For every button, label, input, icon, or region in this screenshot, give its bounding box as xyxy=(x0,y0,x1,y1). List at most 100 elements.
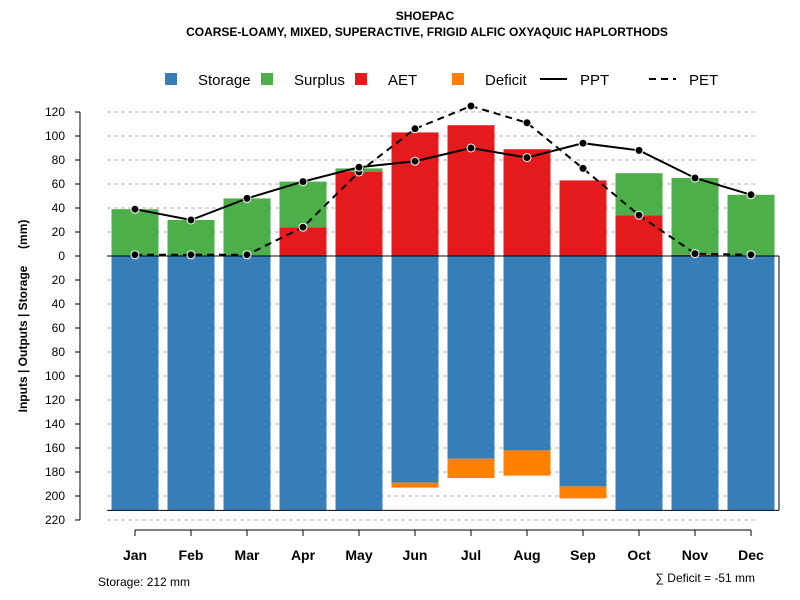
pet-point xyxy=(522,118,532,128)
chart-subtitle: COARSE-LOAMY, MIXED, SUPERACTIVE, FRIGID… xyxy=(186,25,668,39)
pet-point xyxy=(746,250,756,260)
y-tick-label: 60 xyxy=(52,177,66,191)
ppt-point xyxy=(634,145,644,155)
y-tick-label: 180 xyxy=(45,465,65,479)
pet-point xyxy=(130,250,140,260)
x-tick-label: Apr xyxy=(291,547,316,563)
legend-swatch-storage xyxy=(165,73,177,85)
storage-bar xyxy=(279,256,327,511)
y-tick-label: 20 xyxy=(52,273,66,287)
storage-note: Storage: 212 mm xyxy=(98,575,190,589)
storage-bar xyxy=(559,256,607,487)
axes: 1201008060402002040608010012014016018020… xyxy=(45,105,764,563)
ppt-point xyxy=(466,143,476,153)
y-tick-label: 100 xyxy=(45,129,65,143)
storage-bar xyxy=(503,256,551,451)
ppt-point xyxy=(522,153,532,163)
storage-bar xyxy=(335,256,383,511)
deficit-bar xyxy=(391,482,439,488)
legend-swatch-surplus xyxy=(261,73,273,85)
storage-bar xyxy=(111,256,159,511)
x-tick-label: Oct xyxy=(627,547,651,563)
y-tick-label: 100 xyxy=(45,369,65,383)
x-tick-label: Jun xyxy=(403,547,428,563)
x-tick-label: May xyxy=(345,547,372,563)
storage-bar xyxy=(391,256,439,483)
surplus-bar xyxy=(111,209,159,256)
aet-bar xyxy=(335,172,383,256)
x-tick-label: Feb xyxy=(179,547,204,563)
storage-bar xyxy=(615,256,663,511)
y-tick-label: 220 xyxy=(45,513,65,527)
ppt-point xyxy=(186,215,196,225)
y-tick-label: 20 xyxy=(52,225,66,239)
surplus-bar xyxy=(727,194,775,256)
x-tick-label: Sep xyxy=(570,547,596,563)
y-tick-label: 160 xyxy=(45,441,65,455)
storage-bar xyxy=(727,256,775,511)
pet-point xyxy=(634,210,644,220)
pet-line xyxy=(135,104,752,256)
pet-point xyxy=(298,222,308,232)
y-tick-label: 80 xyxy=(52,345,66,359)
legend-label-surplus: Surplus xyxy=(294,72,345,89)
pet-point xyxy=(242,250,252,260)
aet-bar xyxy=(503,149,551,256)
ppt-point xyxy=(242,193,252,203)
ppt-point xyxy=(690,173,700,183)
aet-bar xyxy=(559,180,607,256)
series-lines xyxy=(130,101,756,260)
aet-bar xyxy=(279,227,327,256)
ppt-point xyxy=(130,204,140,214)
y-tick-label: 140 xyxy=(45,417,65,431)
legend-swatch-aet xyxy=(355,73,367,85)
ppt-point xyxy=(578,138,588,148)
y-tick-label: 40 xyxy=(52,201,66,215)
y-axis-label: Inputs | Outputs | Storage (mm) xyxy=(16,220,30,413)
y-tick-label: 120 xyxy=(45,393,65,407)
y-tick-label: 0 xyxy=(58,249,65,263)
y-tick-label: 80 xyxy=(52,153,66,167)
pet-point xyxy=(186,250,196,260)
x-tick-label: Mar xyxy=(235,547,260,563)
deficit-bar xyxy=(559,486,607,499)
ppt-point xyxy=(298,177,308,187)
x-tick-label: Jul xyxy=(461,547,481,563)
legend-swatch-deficit xyxy=(452,73,464,85)
deficit-note: ∑ Deficit = -51 mm xyxy=(655,571,755,585)
storage-bar xyxy=(223,256,271,511)
y-tick-label: 200 xyxy=(45,489,65,503)
legend-label-aet: AET xyxy=(388,72,417,89)
pet-point xyxy=(578,163,588,173)
x-tick-label: Dec xyxy=(738,547,764,563)
surplus-bar xyxy=(167,220,215,256)
storage-bar xyxy=(447,256,495,459)
legend-label-deficit: Deficit xyxy=(485,72,528,89)
pet-point xyxy=(690,249,700,259)
pet-point xyxy=(410,124,420,134)
chart-title: SHOEPAC xyxy=(396,9,455,23)
ppt-line xyxy=(134,142,752,222)
ppt-point xyxy=(354,162,364,172)
y-tick-label: 60 xyxy=(52,321,66,335)
ppt-point xyxy=(410,156,420,166)
legend-label-storage: Storage xyxy=(198,72,251,89)
storage-bar xyxy=(167,256,215,511)
y-tick-label: 40 xyxy=(52,297,66,311)
x-tick-label: Nov xyxy=(682,547,709,563)
aet-bar xyxy=(391,132,439,256)
deficit-bar xyxy=(447,458,495,478)
bars xyxy=(107,125,780,511)
x-tick-label: Aug xyxy=(513,547,540,563)
storage-bar xyxy=(671,256,719,511)
x-tick-label: Jan xyxy=(123,547,147,563)
surplus-bar xyxy=(223,198,271,256)
surplus-bar xyxy=(279,181,327,228)
surplus-bar xyxy=(615,173,663,216)
deficit-bar xyxy=(503,450,551,476)
pet-point xyxy=(466,101,476,111)
legend-label-ppt: PPT xyxy=(580,72,609,89)
y-tick-label: 120 xyxy=(45,105,65,119)
ppt-point xyxy=(746,190,756,200)
